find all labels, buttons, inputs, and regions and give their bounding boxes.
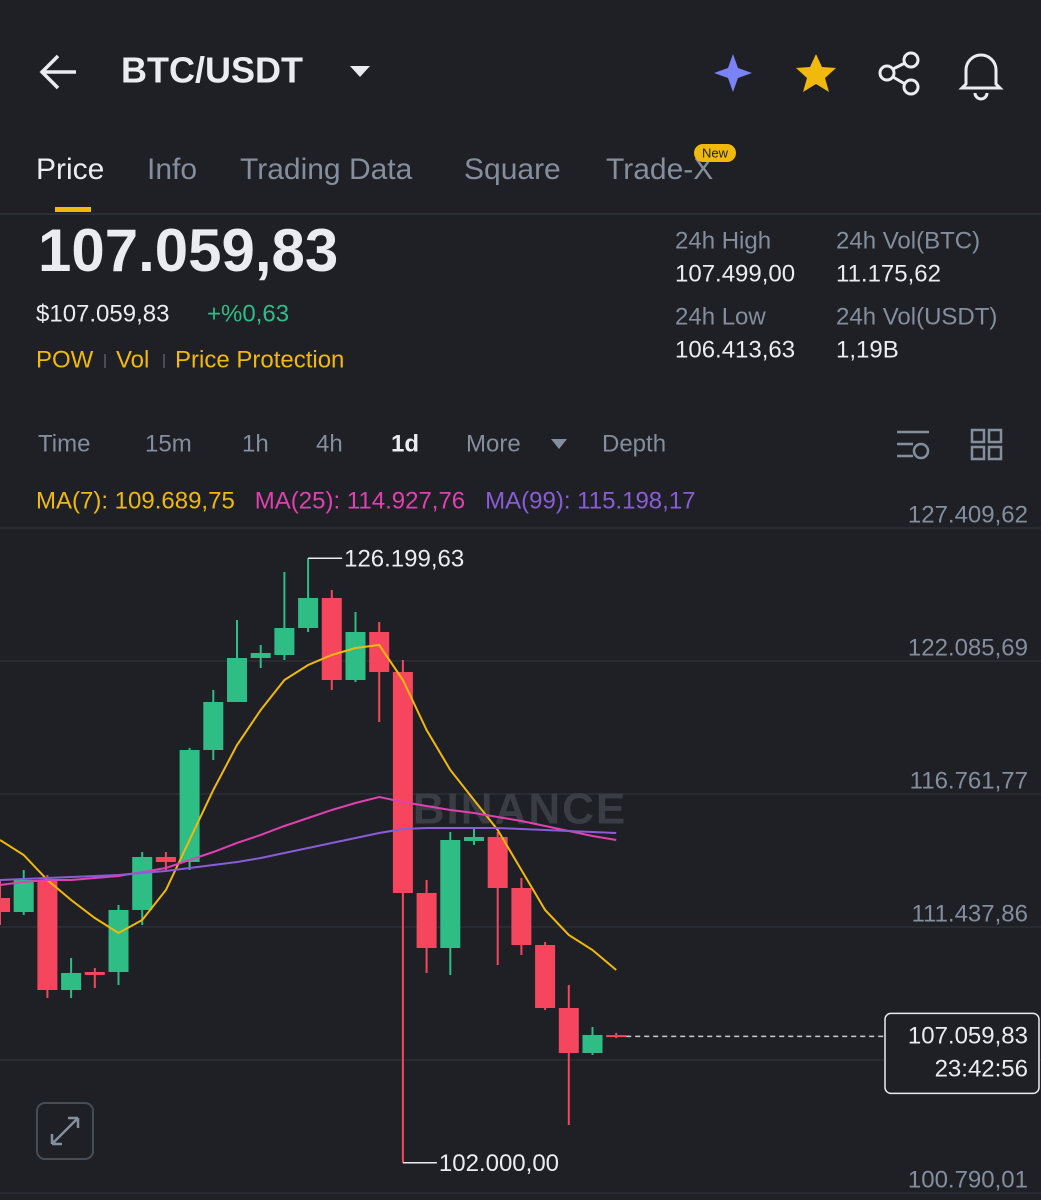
share-button[interactable] <box>878 51 920 96</box>
tag[interactable]: Vol <box>116 346 149 373</box>
y-tick-label: 100.790,01 <box>908 1166 1028 1193</box>
candle-body <box>61 972 82 990</box>
tab-indicator <box>55 207 91 212</box>
stat-value: 11.175,62 <box>836 260 941 287</box>
candle-body <box>274 627 295 655</box>
ma-line <box>0 643 617 971</box>
tab-active[interactable]: Price <box>36 153 104 186</box>
candle-body <box>108 909 129 972</box>
candle-body <box>535 945 556 1008</box>
candle-body <box>155 856 176 862</box>
candle-body <box>37 880 58 990</box>
timeframe[interactable]: 4h <box>316 430 343 457</box>
last-price-label: 107.059,83 <box>908 1023 1028 1050</box>
high-label: 126.199,63 <box>344 546 464 573</box>
pair-title[interactable]: BTC/USDT <box>121 50 303 91</box>
new-badge <box>694 144 736 162</box>
tag-separator <box>104 354 106 368</box>
fullscreen-button[interactable] <box>36 1102 94 1160</box>
back-button[interactable] <box>39 54 76 90</box>
timeframe[interactable]: Depth <box>602 430 666 457</box>
favorite-button[interactable] <box>796 54 836 92</box>
candle-body <box>250 652 271 658</box>
tag[interactable]: POW <box>36 346 94 373</box>
ma-legend: MA(7): 109.689,75 <box>36 487 235 514</box>
stat-label: 24h Vol(USDT) <box>836 303 997 330</box>
candle-body <box>0 897 10 913</box>
timeframe[interactable]: 1h <box>242 430 269 457</box>
stat-label: 24h Low <box>675 303 766 330</box>
y-tick-label: 116.761,77 <box>910 767 1028 794</box>
candle-body <box>582 1034 603 1054</box>
candle-body <box>558 1007 579 1054</box>
candle-body <box>179 750 200 862</box>
layout-button[interactable] <box>970 428 1003 461</box>
countdown: 23:42:56 <box>935 1056 1028 1083</box>
candle-body <box>203 701 224 751</box>
alert-button[interactable] <box>958 53 1004 101</box>
more-caret[interactable] <box>551 439 567 449</box>
candle-body <box>321 597 342 681</box>
tab[interactable]: Square <box>464 153 561 186</box>
timeframe-active[interactable]: 1d <box>391 430 419 457</box>
fullscreen-icon <box>50 1116 80 1146</box>
ai-button[interactable] <box>714 54 752 92</box>
candle-body <box>345 631 366 681</box>
candle-body <box>13 880 34 913</box>
new-badge-text: New <box>702 145 729 160</box>
stat-value: 107.499,00 <box>675 260 795 287</box>
candle-body <box>606 1035 627 1038</box>
tab[interactable]: Trade-X <box>606 153 713 186</box>
candle-body <box>392 671 413 893</box>
candle-body <box>298 597 319 628</box>
timeframe[interactable]: More <box>466 430 521 457</box>
candle-body <box>416 892 437 949</box>
candle-body <box>84 971 105 975</box>
stat-value: 1,19B <box>836 336 899 363</box>
candle-body <box>440 839 461 949</box>
timeframe[interactable]: Time <box>38 430 90 457</box>
low-label: 102.000,00 <box>439 1150 559 1177</box>
fiat-price: $107.059,83 <box>36 300 169 327</box>
y-tick-label: 122.085,69 <box>908 634 1028 661</box>
ma-legend: MA(99): 115.198,17 <box>485 487 695 514</box>
last-price-box <box>884 1012 1040 1095</box>
y-tick-label: 111.437,86 <box>911 900 1028 927</box>
candle-body <box>132 856 153 910</box>
candle-body <box>511 888 532 946</box>
candle-body <box>369 631 390 672</box>
stat-label: 24h High <box>675 227 771 254</box>
y-tick-label: 127.409,62 <box>908 501 1028 528</box>
indicator-settings[interactable] <box>897 430 930 460</box>
candle-body <box>227 657 247 702</box>
change: +%0,63 <box>207 300 289 327</box>
ma-legend: MA(25): 114.927,76 <box>255 487 465 514</box>
stat-value: 106.413,63 <box>675 336 795 363</box>
chart-overlay: 126.199,63 102.000,00 107.059,83 23:42:56 <box>308 546 1040 1177</box>
last-price: 107.059,83 <box>38 217 338 284</box>
tab[interactable]: Trading Data <box>240 153 413 186</box>
candle-body <box>464 836 484 841</box>
timeframe[interactable]: 15m <box>145 430 192 457</box>
ma-line <box>0 826 617 882</box>
tag-separator <box>163 354 165 368</box>
tab[interactable]: Info <box>147 153 197 186</box>
stat-label: 24h Vol(BTC) <box>836 227 980 254</box>
candle-body <box>487 836 508 889</box>
tag[interactable]: Price Protection <box>175 346 344 373</box>
pair-dropdown[interactable] <box>350 66 370 77</box>
ma-line <box>0 795 617 886</box>
